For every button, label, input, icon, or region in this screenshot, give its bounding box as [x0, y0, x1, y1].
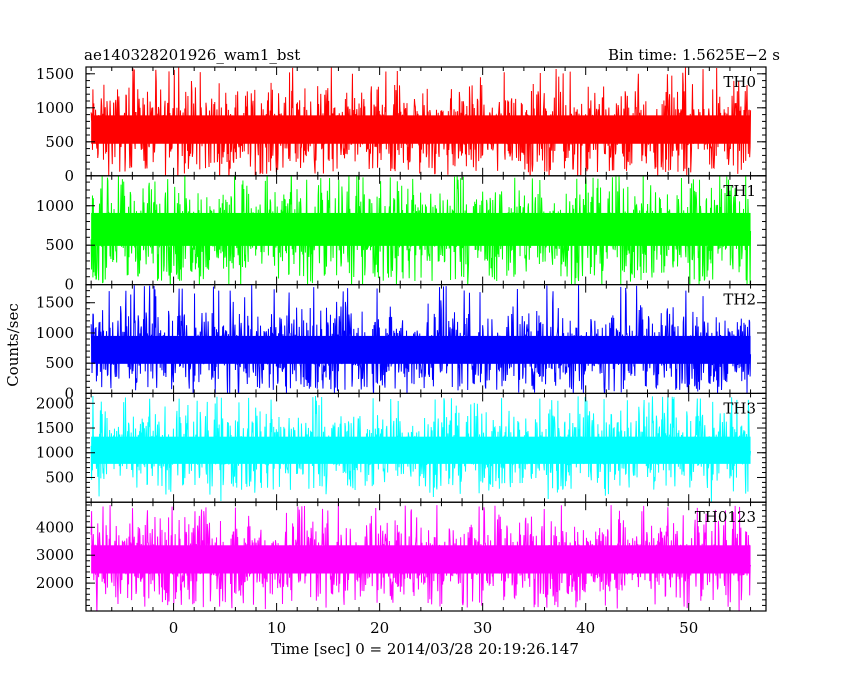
panel-label-th1: TH1 [723, 182, 756, 200]
x-tick-label: 30 [473, 619, 492, 637]
y-tick-label: 1000 [36, 197, 74, 215]
y-tick-label: 4000 [36, 518, 74, 536]
x-tick-label: 50 [679, 619, 698, 637]
y-tick-label: 1000 [36, 324, 74, 342]
series-band-th1 [91, 212, 751, 246]
y-tick-label: 0 [64, 167, 74, 185]
series-band-th0123 [91, 545, 751, 574]
y-tick-label: 500 [45, 354, 74, 372]
y-tick-label: 1000 [36, 444, 74, 462]
bin-time-label: Bin time: 1.5625E−2 s [608, 46, 780, 64]
y-tick-label: 2000 [36, 574, 74, 592]
series-band-th2 [91, 335, 751, 364]
x-axis-label: Time [sec] 0 = 2014/03/28 20:19:26.147 [271, 640, 579, 658]
x-tick-label: 10 [267, 619, 286, 637]
y-tick-label: 0 [64, 276, 74, 294]
panel-label-th3: TH3 [723, 399, 756, 417]
y-tick-label: 1000 [36, 99, 74, 117]
panel-frame-th0123 [85, 501, 767, 612]
x-tick-label: 0 [169, 619, 179, 637]
y-tick-label: 1500 [36, 294, 74, 312]
y-tick-label: 1500 [36, 419, 74, 437]
y-tick-label: 500 [45, 133, 74, 151]
panel-label-th0: TH0 [723, 73, 756, 91]
x-tick-label: 20 [370, 619, 389, 637]
chart-title: ae140328201926_wam1_bst [84, 46, 300, 64]
panel-label-th0123: TH0123 [695, 508, 756, 526]
y-tick-label: 0 [64, 384, 74, 402]
y-tick-label: 2000 [36, 394, 74, 412]
series-band-th0 [91, 115, 751, 144]
panel-label-th2: TH2 [723, 291, 756, 309]
y-tick-label: 500 [45, 468, 74, 486]
x-tick-label: 40 [576, 619, 595, 637]
series-band-th3 [91, 436, 751, 464]
y-tick-label: 500 [45, 236, 74, 254]
y-tick-label: 1500 [36, 65, 74, 83]
y-tick-label: 3000 [36, 546, 74, 564]
y-axis-label: Counts/sec [4, 303, 22, 387]
